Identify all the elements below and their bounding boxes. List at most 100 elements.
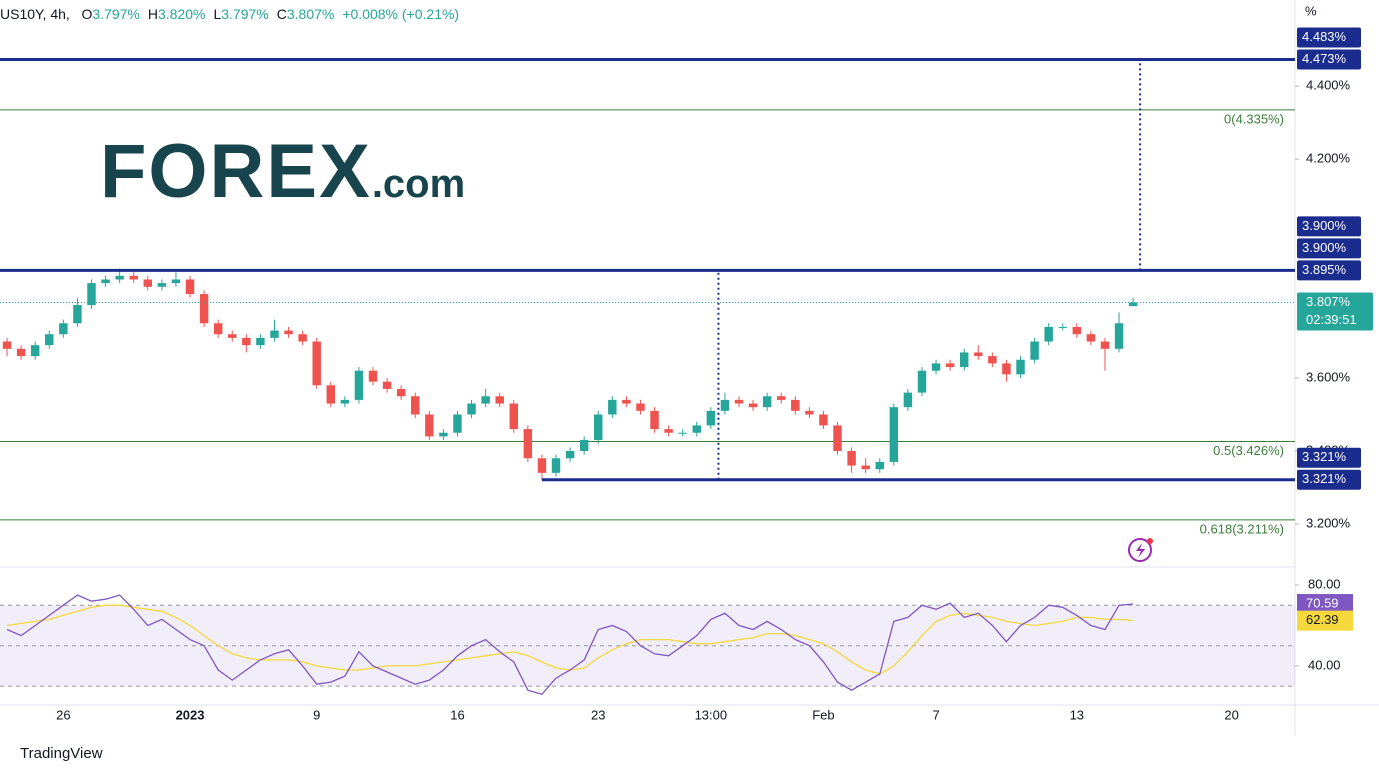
- level-box-label: 3.321%: [1302, 471, 1347, 486]
- candle-body: [988, 356, 997, 364]
- candle-body: [467, 403, 476, 415]
- candle-body: [861, 465, 870, 470]
- x-tick-label: 13:00: [695, 707, 728, 722]
- candle-body: [199, 294, 209, 324]
- logo-brand: FOREX: [100, 129, 372, 214]
- x-tick-label: 7: [932, 707, 939, 722]
- symbol-legend: US10Y, 4h, O3.797% H3.820% L3.797% C3.807% +…: [0, 6, 467, 22]
- candle-body: [777, 396, 786, 400]
- ohlc-key: O: [81, 6, 93, 22]
- candle-body: [2, 341, 12, 349]
- rsi-y-tick-label: 80.00: [1308, 576, 1341, 591]
- candle-body: [1114, 323, 1124, 349]
- last-price-label: 3.807%: [1306, 294, 1351, 309]
- candle-body: [551, 458, 561, 473]
- candle-body: [762, 396, 772, 408]
- candle-body: [875, 461, 884, 470]
- price-axis-unit: %: [1305, 3, 1317, 18]
- rsi-value-label: 70.59: [1306, 595, 1339, 610]
- ohlc-key: L: [213, 6, 222, 22]
- candle-body: [45, 334, 54, 346]
- candle-body: [171, 279, 181, 284]
- candle-body: [326, 385, 336, 404]
- candle-body: [537, 458, 547, 473]
- candle-body: [791, 399, 800, 411]
- rsi-y-tick-label: 40.00: [1308, 657, 1341, 672]
- candle-body: [129, 275, 138, 280]
- level-box: [1297, 49, 1361, 70]
- candle-body: [368, 370, 378, 382]
- y-tick-label: 3.600%: [1306, 369, 1351, 384]
- ohlc-value: 3.807%: [286, 6, 335, 22]
- alert-dot: [1147, 538, 1153, 544]
- candle-body: [101, 279, 110, 284]
- logo: FOREX.com: [100, 128, 465, 215]
- candle-body: [213, 323, 223, 335]
- candle-body: [1002, 363, 1011, 375]
- candle-body: [903, 392, 913, 408]
- candle-body: [734, 399, 744, 404]
- candle-body: [692, 425, 701, 433]
- candle-body: [157, 283, 167, 287]
- candle-body: [833, 425, 842, 451]
- level-box: [1297, 469, 1361, 490]
- candle-body: [284, 330, 293, 335]
- candle-body: [1030, 341, 1039, 360]
- candle-body: [579, 440, 589, 451]
- level-box-label: 3.321%: [1302, 449, 1347, 464]
- ohlc-key: H: [147, 6, 158, 22]
- level-box: [1297, 216, 1361, 237]
- candle-body: [819, 414, 828, 426]
- x-tick-label: 23: [591, 707, 605, 722]
- candle-body: [382, 381, 392, 389]
- candle-body: [847, 450, 856, 466]
- candle-body: [411, 396, 420, 415]
- candle-body: [650, 410, 659, 430]
- x-tick-label: 9: [313, 707, 320, 722]
- candle-body: [1100, 341, 1110, 349]
- candle-body: [1072, 326, 1082, 335]
- x-tick-label: 2023: [176, 707, 205, 722]
- candle-body: [748, 403, 758, 408]
- candle-body: [425, 414, 434, 437]
- candle-body: [396, 388, 406, 397]
- level-box: [1297, 238, 1361, 259]
- countdown-label: 02:39:51: [1306, 312, 1357, 327]
- candle-body: [917, 370, 927, 393]
- ohlc-value: 3.797%: [221, 6, 269, 22]
- candle-body: [143, 279, 153, 287]
- candle-body: [931, 363, 941, 371]
- candle-body: [495, 396, 504, 404]
- rsi-value-box: [1297, 610, 1353, 631]
- candle-body: [974, 352, 983, 357]
- candle-body: [453, 414, 462, 433]
- level-box-label: 3.900%: [1302, 240, 1347, 255]
- candle-body: [481, 396, 490, 404]
- candle-body: [439, 432, 448, 437]
- x-tick-label: Feb: [812, 707, 834, 722]
- candle-body: [509, 403, 518, 430]
- candle-body: [959, 352, 969, 368]
- candle-body: [805, 410, 814, 415]
- candle-body: [1086, 334, 1096, 342]
- y-tick-label: 3.200%: [1306, 515, 1351, 530]
- level-box-label: 4.483%: [1302, 29, 1347, 44]
- rsi-band: [0, 605, 1295, 687]
- rsi-value-box: [1297, 594, 1353, 615]
- y-tick-label: 4.200%: [1306, 151, 1351, 166]
- alert-icon[interactable]: [1128, 538, 1153, 562]
- price-change: +0.008% (+0.21%): [342, 6, 460, 22]
- candle-body: [185, 279, 195, 295]
- candle-body: [678, 432, 687, 434]
- candle-body: [115, 275, 124, 280]
- ohlc-value: 3.797%: [92, 6, 140, 22]
- candle-body: [664, 429, 673, 433]
- candle-body: [622, 399, 631, 404]
- footer: TradingView: [20, 745, 103, 762]
- ohlc-value: 3.820%: [157, 6, 206, 22]
- level-box-label: 4.473%: [1302, 51, 1347, 66]
- x-tick-label: 26: [56, 707, 70, 722]
- candle-body: [889, 407, 899, 462]
- symbol-title: US10Y, 4h,: [0, 6, 70, 22]
